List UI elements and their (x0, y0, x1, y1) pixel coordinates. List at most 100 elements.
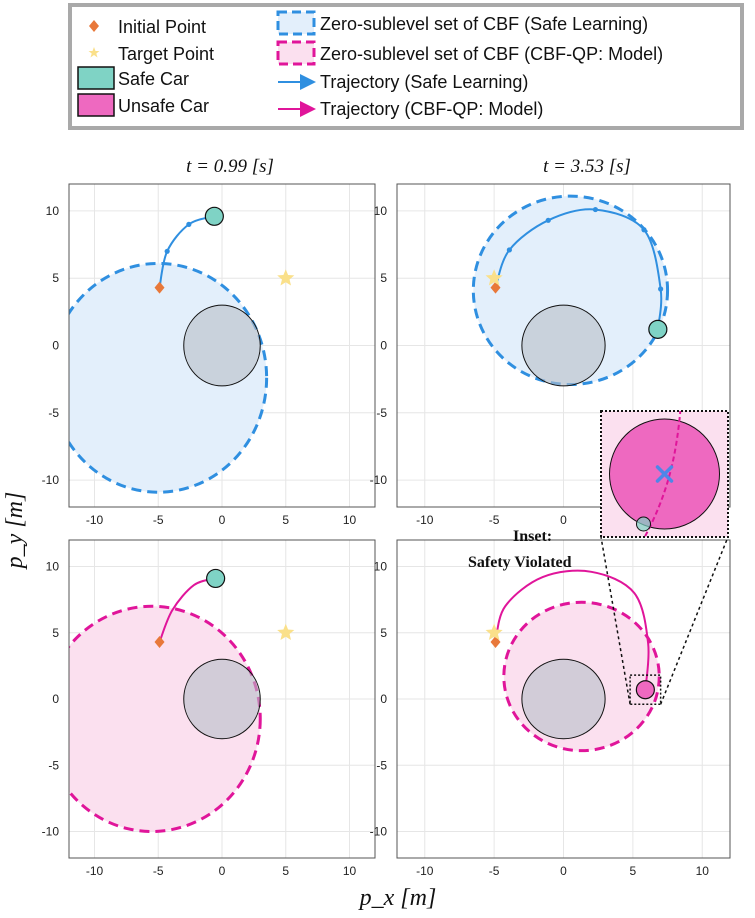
y-tick-label: -5 (376, 758, 387, 772)
trajectory-point (545, 217, 551, 223)
legend: Initial Point Target Point Safe Car Unsa… (68, 3, 744, 130)
car (648, 319, 668, 339)
initial-point-marker (154, 636, 165, 649)
inset-label-line1: Inset: (513, 528, 552, 545)
legend-target-marker (88, 47, 100, 58)
inset-label-line2: Safety Violated (468, 554, 572, 571)
legend-initial-marker (89, 20, 99, 32)
car (204, 206, 224, 226)
target-point-marker (277, 269, 295, 286)
x-tick-label: 10 (343, 864, 357, 878)
x-tick-label: -5 (489, 864, 500, 878)
plot-frame (68, 539, 376, 859)
plot-content (69, 568, 295, 833)
y-tick-label: -5 (376, 406, 387, 420)
legend-label-target: Target Point (118, 44, 214, 64)
panel-bottom-right: -10 -5 0 5 10 -10 -5 0 5 10 (370, 539, 731, 878)
panel-title-top-right: t = 3.53 [s] (543, 156, 631, 177)
legend-safe-car-swatch (77, 66, 115, 90)
legend-label-safe-set: Zero-sublevel set of CBF (Safe Learning) (320, 14, 648, 34)
trajectory-point (164, 248, 170, 254)
inset-source-box (629, 674, 662, 706)
trajectory-line (494, 569, 650, 690)
x-tick-label: 5 (630, 864, 637, 878)
x-axis-label: p_x [m] (358, 885, 437, 911)
target-point-marker (485, 623, 503, 641)
inset-collision-marker (655, 465, 674, 483)
x-tick-label: 5 (282, 864, 289, 878)
trajectory-point (641, 227, 647, 233)
inset-content (609, 411, 720, 537)
panel-title-top-left: t = 0.99 [s] (186, 156, 274, 177)
obstacle (521, 658, 606, 740)
y-tick-label: -5 (48, 406, 59, 420)
legend-model-set-swatch (276, 40, 316, 66)
legend-unsafe-car-swatch (77, 93, 115, 117)
x-tick-label: 0 (560, 513, 567, 527)
y-tick-label: 0 (52, 339, 59, 353)
x-tick-label: -5 (489, 513, 500, 527)
y-tick-label: 10 (374, 204, 388, 218)
trajectory-point (186, 221, 192, 227)
y-tick-label: 10 (46, 560, 60, 574)
y-tick-label: -10 (42, 473, 60, 487)
y-tick-label: 10 (374, 560, 388, 574)
legend-label-unsafe-car: Unsafe Car (118, 96, 209, 116)
y-axis-label: p_y [m] (2, 492, 28, 571)
inset-zoom (600, 410, 729, 705)
y-tick-label: -5 (48, 758, 59, 772)
x-tick-label: 10 (696, 864, 710, 878)
x-tick-label: -10 (416, 864, 434, 878)
legend-label-model-set: Zero-sublevel set of CBF (CBF-QP: Model) (320, 44, 663, 64)
y-tick-label: 5 (380, 626, 387, 640)
car (635, 680, 655, 700)
obstacle (183, 304, 261, 387)
plot-content (485, 569, 661, 753)
y-tick-label: 5 (380, 271, 387, 285)
target-point-marker (277, 623, 295, 641)
obstacle (183, 658, 261, 740)
x-tick-label: 0 (219, 513, 226, 527)
x-tick-label: -10 (86, 513, 104, 527)
trajectory-point (506, 247, 512, 253)
y-tick-label: 0 (380, 692, 387, 706)
target-point-marker (485, 269, 503, 286)
y-tick-label: 5 (52, 626, 59, 640)
legend-safe-set-swatch (276, 10, 316, 36)
legend-label-initial: Initial Point (118, 17, 206, 37)
x-tick-label: 0 (219, 864, 226, 878)
inset-safe-car (636, 516, 651, 532)
trajectory-point (658, 286, 664, 292)
plot-frame (396, 183, 731, 508)
legend-label-safe-car: Safe Car (118, 69, 189, 89)
initial-point-marker (490, 281, 501, 294)
trajectory-line (158, 215, 215, 288)
y-tick-label: 5 (52, 271, 59, 285)
plot-content (471, 194, 670, 387)
y-tick-label: -10 (370, 473, 388, 487)
legend-label-model-trajectory: Trajectory (CBF-QP: Model) (320, 99, 543, 119)
y-tick-label: 10 (46, 204, 60, 218)
inset-connector-left (600, 536, 631, 705)
x-tick-label: 0 (560, 864, 567, 878)
y-tick-label: 0 (52, 692, 59, 706)
plot-content (69, 206, 295, 494)
x-tick-label: -10 (416, 513, 434, 527)
trajectory-point (592, 206, 599, 213)
panel-top-left: -10 -5 0 5 10 -10 -5 0 5 10 (42, 183, 376, 527)
plot-frame (68, 183, 376, 508)
panel-bottom-left: -10 -5 0 5 10 -10 -5 0 5 10 (42, 539, 376, 878)
x-tick-label: -5 (153, 513, 164, 527)
car (206, 568, 226, 589)
x-tick-label: 10 (343, 513, 357, 527)
inset-connector-right (659, 536, 729, 705)
trajectory-line (158, 577, 216, 643)
legend-box (68, 3, 744, 130)
x-tick-label: -10 (86, 864, 104, 878)
legend-label-safe-trajectory: Trajectory (Safe Learning) (320, 72, 528, 92)
inset-frame (600, 410, 729, 538)
y-tick-label: 0 (380, 339, 387, 353)
obstacle (521, 304, 606, 387)
